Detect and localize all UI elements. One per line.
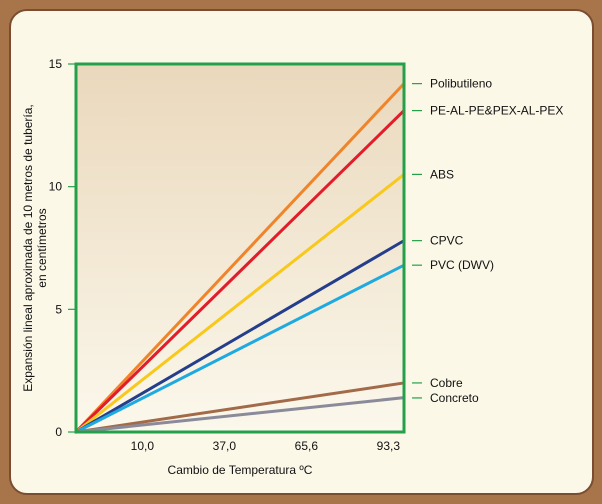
legend-label: Cobre	[430, 376, 463, 390]
legend-label: Polibutileno	[430, 77, 492, 91]
plot-border	[74, 62, 406, 434]
series-line-2	[74, 172, 406, 434]
legend-label: PE-AL-PE&PEX-AL-PEX	[430, 104, 563, 118]
x-tick-label: 65,6	[295, 439, 319, 453]
legend-label: PVC (DWV)	[430, 258, 494, 272]
x-axis-title: Cambio de Temperatura ºC	[168, 463, 313, 477]
legend-label: ABS	[430, 167, 454, 181]
y-axis-title-line1: Expansión lineal aproximada de 10 metros…	[21, 104, 35, 392]
y-tick-label: 5	[55, 302, 62, 316]
y-axis-title-line2: en centímetros	[35, 208, 49, 287]
x-tick-label: 93,3	[377, 439, 401, 453]
series-line-4	[74, 263, 406, 434]
legend-label: Concreto	[430, 391, 479, 405]
legend-label: CPVC	[430, 234, 464, 248]
series-line-6	[74, 396, 406, 434]
x-tick-label: 10,0	[131, 439, 155, 453]
x-tick-label: 37,0	[213, 439, 237, 453]
y-tick-label: 15	[49, 57, 63, 71]
series-line-5	[74, 381, 406, 434]
series-line-1	[74, 109, 406, 434]
y-tick-label: 0	[55, 425, 62, 439]
series-line-3	[74, 239, 406, 434]
y-tick-label: 10	[49, 180, 63, 194]
series-line-0	[74, 82, 406, 434]
plot-background	[76, 64, 404, 432]
